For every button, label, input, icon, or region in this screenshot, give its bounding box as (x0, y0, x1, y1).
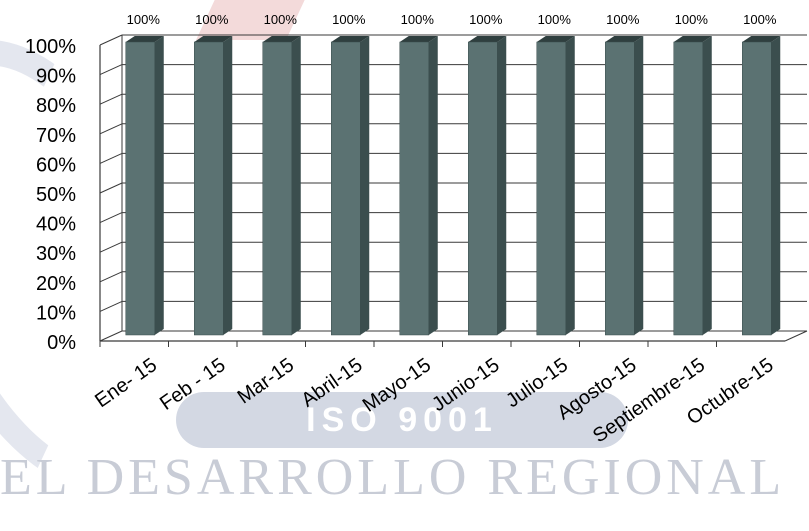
bar-side (702, 36, 712, 335)
bar-front (536, 41, 566, 336)
y-tick-label: 90% (36, 66, 76, 88)
wall-gridline (99, 93, 123, 105)
bar-top (125, 36, 164, 42)
bar (399, 36, 438, 336)
x-tick-label: Mayo-15 (359, 354, 435, 417)
wall-gridline (99, 64, 123, 76)
wall-gridline (99, 152, 123, 164)
bar-side (428, 36, 438, 335)
x-tick-label: Feb - 15 (156, 354, 230, 415)
bar-front (468, 41, 498, 336)
y-tick-label: 20% (36, 273, 76, 295)
wall-gridline (99, 241, 123, 253)
bar (194, 36, 233, 336)
wall-gridline (99, 34, 123, 46)
bar-top (673, 36, 712, 42)
data-label: 100% (264, 12, 298, 27)
data-label: 100% (195, 12, 229, 27)
bar-side (565, 36, 575, 335)
bar-front (673, 41, 703, 336)
bar (673, 36, 712, 336)
bar-front (194, 41, 224, 336)
bar-side (360, 36, 370, 335)
y-tick-label: 10% (36, 302, 76, 324)
bars-layer (125, 36, 781, 336)
bar-top (605, 36, 644, 42)
x-tick-label: Ene- 15 (91, 354, 161, 412)
bar-top (468, 36, 507, 42)
bar-front (262, 41, 292, 336)
bar-top (262, 36, 301, 42)
bar-front (331, 41, 361, 336)
bar-top (331, 36, 370, 42)
x-tick-label: Junio-15 (428, 354, 503, 416)
wall-gridline (99, 182, 123, 194)
wall-gridline (99, 123, 123, 135)
watermark-badge: ISO 9001 (176, 392, 628, 448)
y-tick-label: 100% (25, 36, 76, 58)
bar-front (125, 41, 155, 336)
x-tick-label: Abril-15 (298, 354, 367, 412)
data-label: 100% (606, 12, 640, 27)
bar-side (223, 36, 233, 335)
bar (262, 36, 301, 336)
bar (536, 36, 575, 336)
bar-top (742, 36, 781, 42)
data-label: 100% (127, 12, 161, 27)
floor-right-edge (784, 330, 808, 342)
bar (125, 36, 164, 336)
bar-top (194, 36, 233, 42)
wall-gridline (99, 212, 123, 224)
wall-gridline (99, 300, 123, 312)
bar-chart: 0% 10% 20% 30% 40% 50% 60% 70% 80% 90% 100% 100% En… (25, 12, 808, 447)
watermark-text: EL DESARROLLO REGIONAL (0, 452, 786, 503)
y-tick-label: 80% (36, 95, 76, 117)
data-label: 100% (332, 12, 366, 27)
wall-gridline (99, 330, 123, 342)
data-label: 100% (743, 12, 777, 27)
bar (605, 36, 644, 336)
data-label: 100% (401, 12, 435, 27)
data-label: 100% (675, 12, 709, 27)
data-label: 100% (469, 12, 503, 27)
bar (331, 36, 370, 336)
watermark-badge-text: ISO 9001 (306, 401, 498, 439)
bar-front (605, 41, 635, 336)
y-tick-label: 70% (36, 125, 76, 147)
bar (742, 36, 781, 336)
y-tick-label: 0% (47, 332, 76, 354)
y-tick-label: 30% (36, 243, 76, 265)
axis-layer: 0% 10% 20% 30% 40% 50% 60% 70% 80% 90% 100% (25, 35, 808, 354)
data-label: 100% (538, 12, 572, 27)
bar (468, 36, 507, 336)
bar-side (771, 36, 781, 335)
wall-gridline (99, 271, 123, 283)
bar-top (399, 36, 438, 42)
bar-side (497, 36, 507, 335)
bar-front (399, 41, 429, 336)
bar-front (742, 41, 772, 336)
bar-top (536, 36, 575, 42)
y-tick-label: 50% (36, 184, 76, 206)
bar-side (634, 36, 644, 335)
y-tick-label: 60% (36, 154, 76, 176)
y-tick-label: 40% (36, 214, 76, 236)
x-tick-label: Mar-15 (234, 354, 299, 408)
bar-side (291, 36, 301, 335)
bar-side (154, 36, 164, 335)
